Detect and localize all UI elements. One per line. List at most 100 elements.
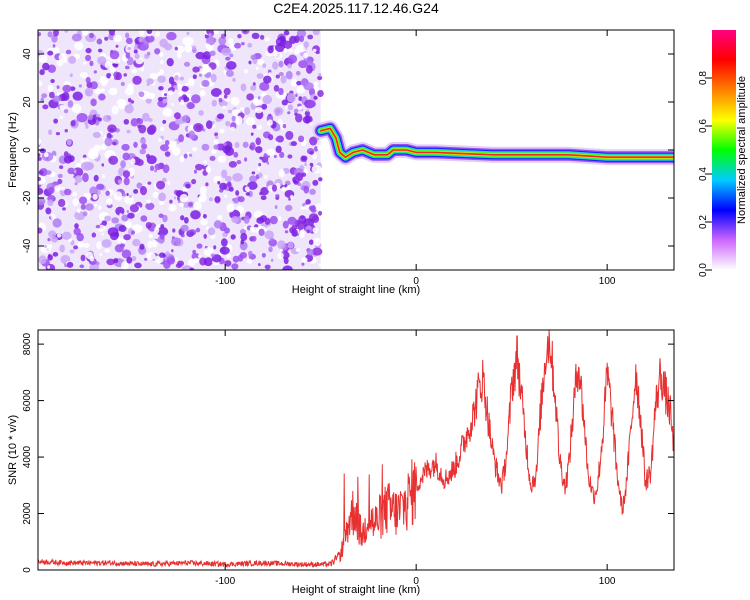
noise-blob: [53, 118, 59, 124]
noise-blob: [273, 84, 280, 92]
noise-blob: [267, 69, 272, 74]
noise-blob: [268, 239, 278, 247]
noise-blob: [154, 163, 162, 171]
noise-blob: [114, 89, 118, 94]
noise-blob: [231, 115, 236, 122]
noise-blob: [79, 71, 88, 79]
noise-blob: [98, 93, 106, 101]
noise-blob: [174, 74, 179, 81]
x-tick-label: 100: [599, 276, 616, 287]
noise-blob: [60, 187, 66, 191]
noise-blob: [312, 227, 319, 234]
noise-blob: [128, 194, 132, 198]
noise-blob: [201, 143, 210, 151]
noise-blob: [280, 75, 287, 84]
noise-blob: [48, 186, 55, 195]
noise-blob: [224, 227, 230, 234]
noise-blob: [121, 214, 129, 222]
noise-blob: [275, 145, 282, 154]
noise-blob: [146, 92, 156, 100]
noise-blob: [288, 48, 294, 53]
noise-blob: [282, 123, 287, 129]
noise-blob: [38, 197, 46, 206]
noise-blob: [277, 240, 286, 250]
noise-blob: [205, 43, 211, 48]
noise-blob: [45, 170, 52, 175]
noise-blob: [145, 202, 155, 210]
noise-blob: [219, 182, 228, 191]
noise-blob: [290, 79, 298, 87]
noise-blob: [303, 41, 310, 48]
noise-blob: [205, 120, 213, 130]
noise-blob: [287, 154, 293, 159]
noise-blob: [44, 244, 47, 248]
noise-blob: [298, 35, 305, 43]
noise-blob: [47, 84, 54, 93]
noise-blob: [313, 95, 318, 100]
noise-blob: [149, 72, 158, 80]
noise-blob: [251, 171, 256, 175]
noise-blob: [195, 51, 205, 60]
noise-blob: [106, 258, 115, 266]
noise-blob: [113, 34, 123, 43]
noise-blob: [244, 186, 250, 192]
noise-blob: [141, 112, 150, 122]
noise-blob: [38, 80, 43, 87]
noise-blob: [267, 134, 274, 141]
noise-blob: [283, 30, 290, 36]
noise-blob: [318, 263, 322, 267]
noise-blob: [307, 100, 316, 108]
noise-blob: [217, 155, 227, 163]
noise-blob: [317, 144, 324, 151]
noise-blob: [104, 137, 113, 147]
noise-blob: [298, 106, 303, 110]
noise-blob: [264, 217, 271, 225]
noise-blob: [189, 267, 195, 270]
noise-blob: [110, 75, 115, 80]
noise-blob: [240, 239, 245, 245]
noise-blob: [47, 31, 53, 38]
noise-blob: [38, 156, 42, 161]
noise-blob: [275, 74, 280, 79]
noise-blob: [255, 66, 259, 70]
noise-blob: [61, 231, 72, 240]
noise-blob: [64, 30, 69, 33]
noise-blob: [79, 196, 88, 205]
colorbar-gradient: [712, 30, 736, 270]
noise-blob: [53, 46, 60, 54]
noise-blob: [274, 43, 286, 53]
noise-blob: [161, 177, 167, 183]
noise-blob: [221, 47, 232, 56]
noise-blob: [89, 32, 95, 39]
noise-blob: [74, 182, 78, 186]
noise-blob: [50, 213, 56, 220]
noise-blob: [213, 30, 219, 35]
noise-blob: [285, 105, 288, 110]
noise-blob: [213, 139, 219, 145]
snr-line-layer: [38, 330, 674, 569]
track-core: [319, 127, 674, 158]
noise-blob: [186, 102, 195, 110]
noise-blob: [183, 61, 191, 67]
noise-blob: [284, 230, 289, 234]
noise-blob: [124, 65, 130, 70]
noise-blob: [171, 102, 175, 106]
noise-blob: [157, 75, 166, 83]
noise-blob: [302, 218, 314, 228]
noise-blob: [80, 161, 93, 171]
noise-blob: [89, 186, 98, 196]
noise-blob: [213, 245, 217, 250]
noise-blob: [275, 141, 278, 145]
noise-blob: [42, 62, 50, 71]
noise-blob: [105, 190, 110, 196]
noise-blob: [302, 115, 312, 124]
noise-blob: [121, 261, 129, 270]
noise-blob: [225, 120, 231, 127]
noise-blob: [47, 237, 51, 242]
noise-blob: [52, 44, 56, 48]
noise-blob: [38, 153, 41, 157]
noise-blob: [87, 114, 94, 121]
noise-blob: [130, 118, 139, 127]
noise-blob: [308, 205, 316, 211]
noise-blob: [265, 148, 275, 156]
